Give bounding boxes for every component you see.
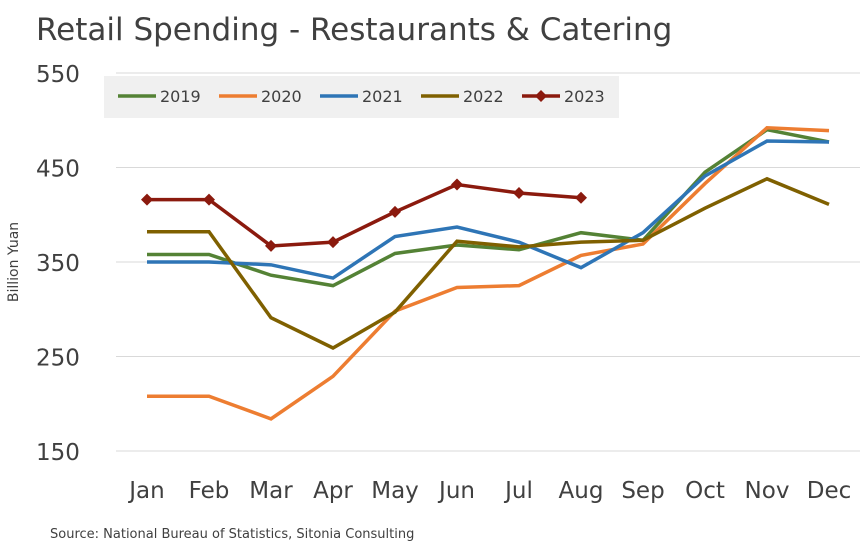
x-tick-label: Nov [745, 478, 790, 504]
point-marker [575, 191, 587, 204]
point-marker [513, 187, 525, 200]
point-marker [451, 178, 463, 191]
x-tick-label: Mar [249, 478, 293, 504]
y-tick-label: 550 [36, 62, 80, 88]
x-tick-label: Jun [437, 478, 475, 504]
y-axis-label: Billion Yuan [6, 222, 22, 302]
point-marker [203, 193, 215, 206]
legend-marker [535, 90, 547, 102]
x-tick-label: Feb [189, 478, 230, 504]
legend-label: 2020 [261, 87, 302, 106]
legend-label: 2019 [160, 87, 201, 106]
series-line [147, 176, 830, 350]
y-tick-label: 450 [36, 157, 80, 183]
x-tick-label: May [371, 478, 419, 504]
series-line [147, 127, 830, 288]
source: Source: National Bureau of Statistics, S… [50, 527, 414, 542]
point-marker [265, 239, 277, 252]
y-tick-label: 250 [36, 346, 80, 372]
x-tick-label: Oct [685, 478, 725, 504]
series-line [147, 182, 582, 248]
x-tick-label: Apr [313, 478, 353, 504]
legend-label: 2023 [564, 87, 605, 106]
legend-label: 2022 [463, 87, 504, 106]
series-line [147, 126, 830, 421]
point-marker [141, 193, 153, 206]
x-tick-label: Jul [503, 478, 533, 504]
chart-title: Retail Spending - Restaurants & Catering [36, 12, 672, 48]
y-tick-label: 350 [36, 251, 80, 277]
x-tick-label: Sep [621, 478, 664, 504]
x-tick-label: Dec [807, 478, 852, 504]
legend-label: 2021 [362, 87, 403, 106]
point-marker [327, 236, 339, 249]
series-line [147, 139, 830, 280]
x-tick-label: Jan [127, 478, 164, 504]
x-tick-label: Aug [559, 478, 604, 504]
y-tick-label: 150 [36, 440, 80, 466]
point-marker [389, 205, 401, 218]
